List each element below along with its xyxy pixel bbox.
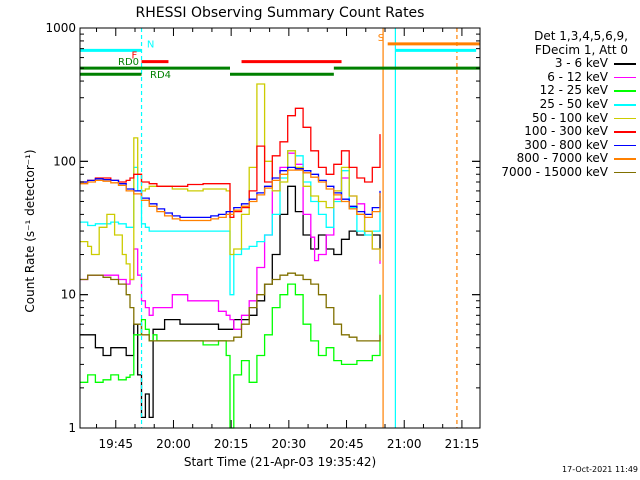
legend-label: 6 - 12 keV	[547, 69, 608, 84]
legend-swatch	[614, 104, 636, 106]
flag-label-rd0: RD0	[118, 57, 139, 68]
plot-frame	[79, 27, 481, 429]
series-line-7	[80, 169, 381, 222]
legend-swatch	[614, 63, 636, 65]
series-line-4	[80, 83, 381, 281]
legend-entries: 3 - 6 keV 6 - 12 keV 12 - 25 keV 25 - 50 ke…	[478, 57, 636, 179]
legend-swatch	[614, 158, 636, 160]
chart-title: RHESSI Observing Summary Count Rates	[136, 5, 425, 21]
flag-label-n: N	[147, 39, 154, 50]
legend-label: 50 - 100 keV	[531, 110, 608, 125]
x-tick-label: 20:30	[272, 437, 307, 451]
legend-entry: 7000 - 15000 keV	[478, 164, 636, 180]
legend-label: 800 - 7000 keV	[516, 151, 608, 166]
legend-header-2: FDecim 1, Att 0	[534, 42, 628, 57]
series-line-8	[80, 272, 381, 342]
legend-entry: 3 - 6 keV	[478, 57, 636, 71]
legend-label: 12 - 25 keV	[539, 83, 608, 98]
y-tick-label: 1000	[45, 21, 76, 35]
legend-entry: 12 - 25 keV	[478, 84, 636, 98]
legend-entry: 300 - 800 keV	[478, 137, 636, 153]
legend-swatch	[614, 90, 636, 92]
x-tick-label: 21:15	[445, 437, 480, 451]
legend-swatch	[614, 76, 636, 79]
flag-label-rd4: RD4	[150, 70, 171, 81]
legend-header-1: Det 1,3,4,5,6,9,	[534, 29, 628, 43]
legend-label: 3 - 6 keV	[554, 56, 608, 71]
legend-label: 100 - 300 keV	[524, 124, 608, 139]
event-lines	[140, 28, 458, 428]
legend-entry: 25 - 50 keV	[478, 96, 636, 112]
series-group	[80, 83, 381, 429]
x-tick-label: 19:45	[98, 437, 133, 451]
legend-swatch	[614, 144, 636, 147]
legend: Det 1,3,4,5,6,9, FDecim 1, Att 0 3 - 6 k…	[478, 29, 636, 180]
x-axis-label: Start Time (21-Apr-03 19:35:42)	[184, 455, 376, 469]
y-tick-label: 100	[53, 154, 76, 168]
y-axis-label: Count Rate (s⁻¹ detector⁻¹)	[23, 149, 37, 312]
x-tick-label: 21:00	[387, 437, 422, 451]
legend-entry: 800 - 7000 keV	[478, 152, 636, 166]
x-tick-label: 20:15	[214, 437, 249, 451]
flag-bars: NF S RD0 RD4	[80, 33, 480, 81]
x-tick-label: 20:45	[329, 437, 364, 451]
legend-swatch	[614, 117, 636, 120]
x-tick-label: 20:00	[156, 437, 191, 451]
series-line-3	[80, 150, 381, 296]
timestamp: 17-Oct-2021 11:49	[562, 465, 638, 474]
flag-label-f: F	[132, 51, 138, 62]
legend-label: 7000 - 15000 keV	[501, 164, 608, 179]
legend-entry: 100 - 300 keV	[478, 125, 636, 139]
y-tick-label: 1	[68, 421, 76, 435]
axes: 19:45 20:00 20:15 20:30 20:45 21:00 21:15 1 10 10…	[45, 21, 481, 451]
flag-label-s: S	[378, 33, 384, 44]
legend-entry: 6 - 12 keV	[478, 69, 636, 85]
legend-swatch	[614, 171, 636, 174]
legend-entry: 50 - 100 keV	[478, 110, 636, 126]
series-line-2	[80, 283, 381, 429]
legend-label: 25 - 50 keV	[539, 96, 608, 111]
y-tick-label: 10	[61, 288, 76, 302]
legend-swatch	[614, 131, 636, 133]
legend-label: 300 - 800 keV	[524, 137, 608, 152]
